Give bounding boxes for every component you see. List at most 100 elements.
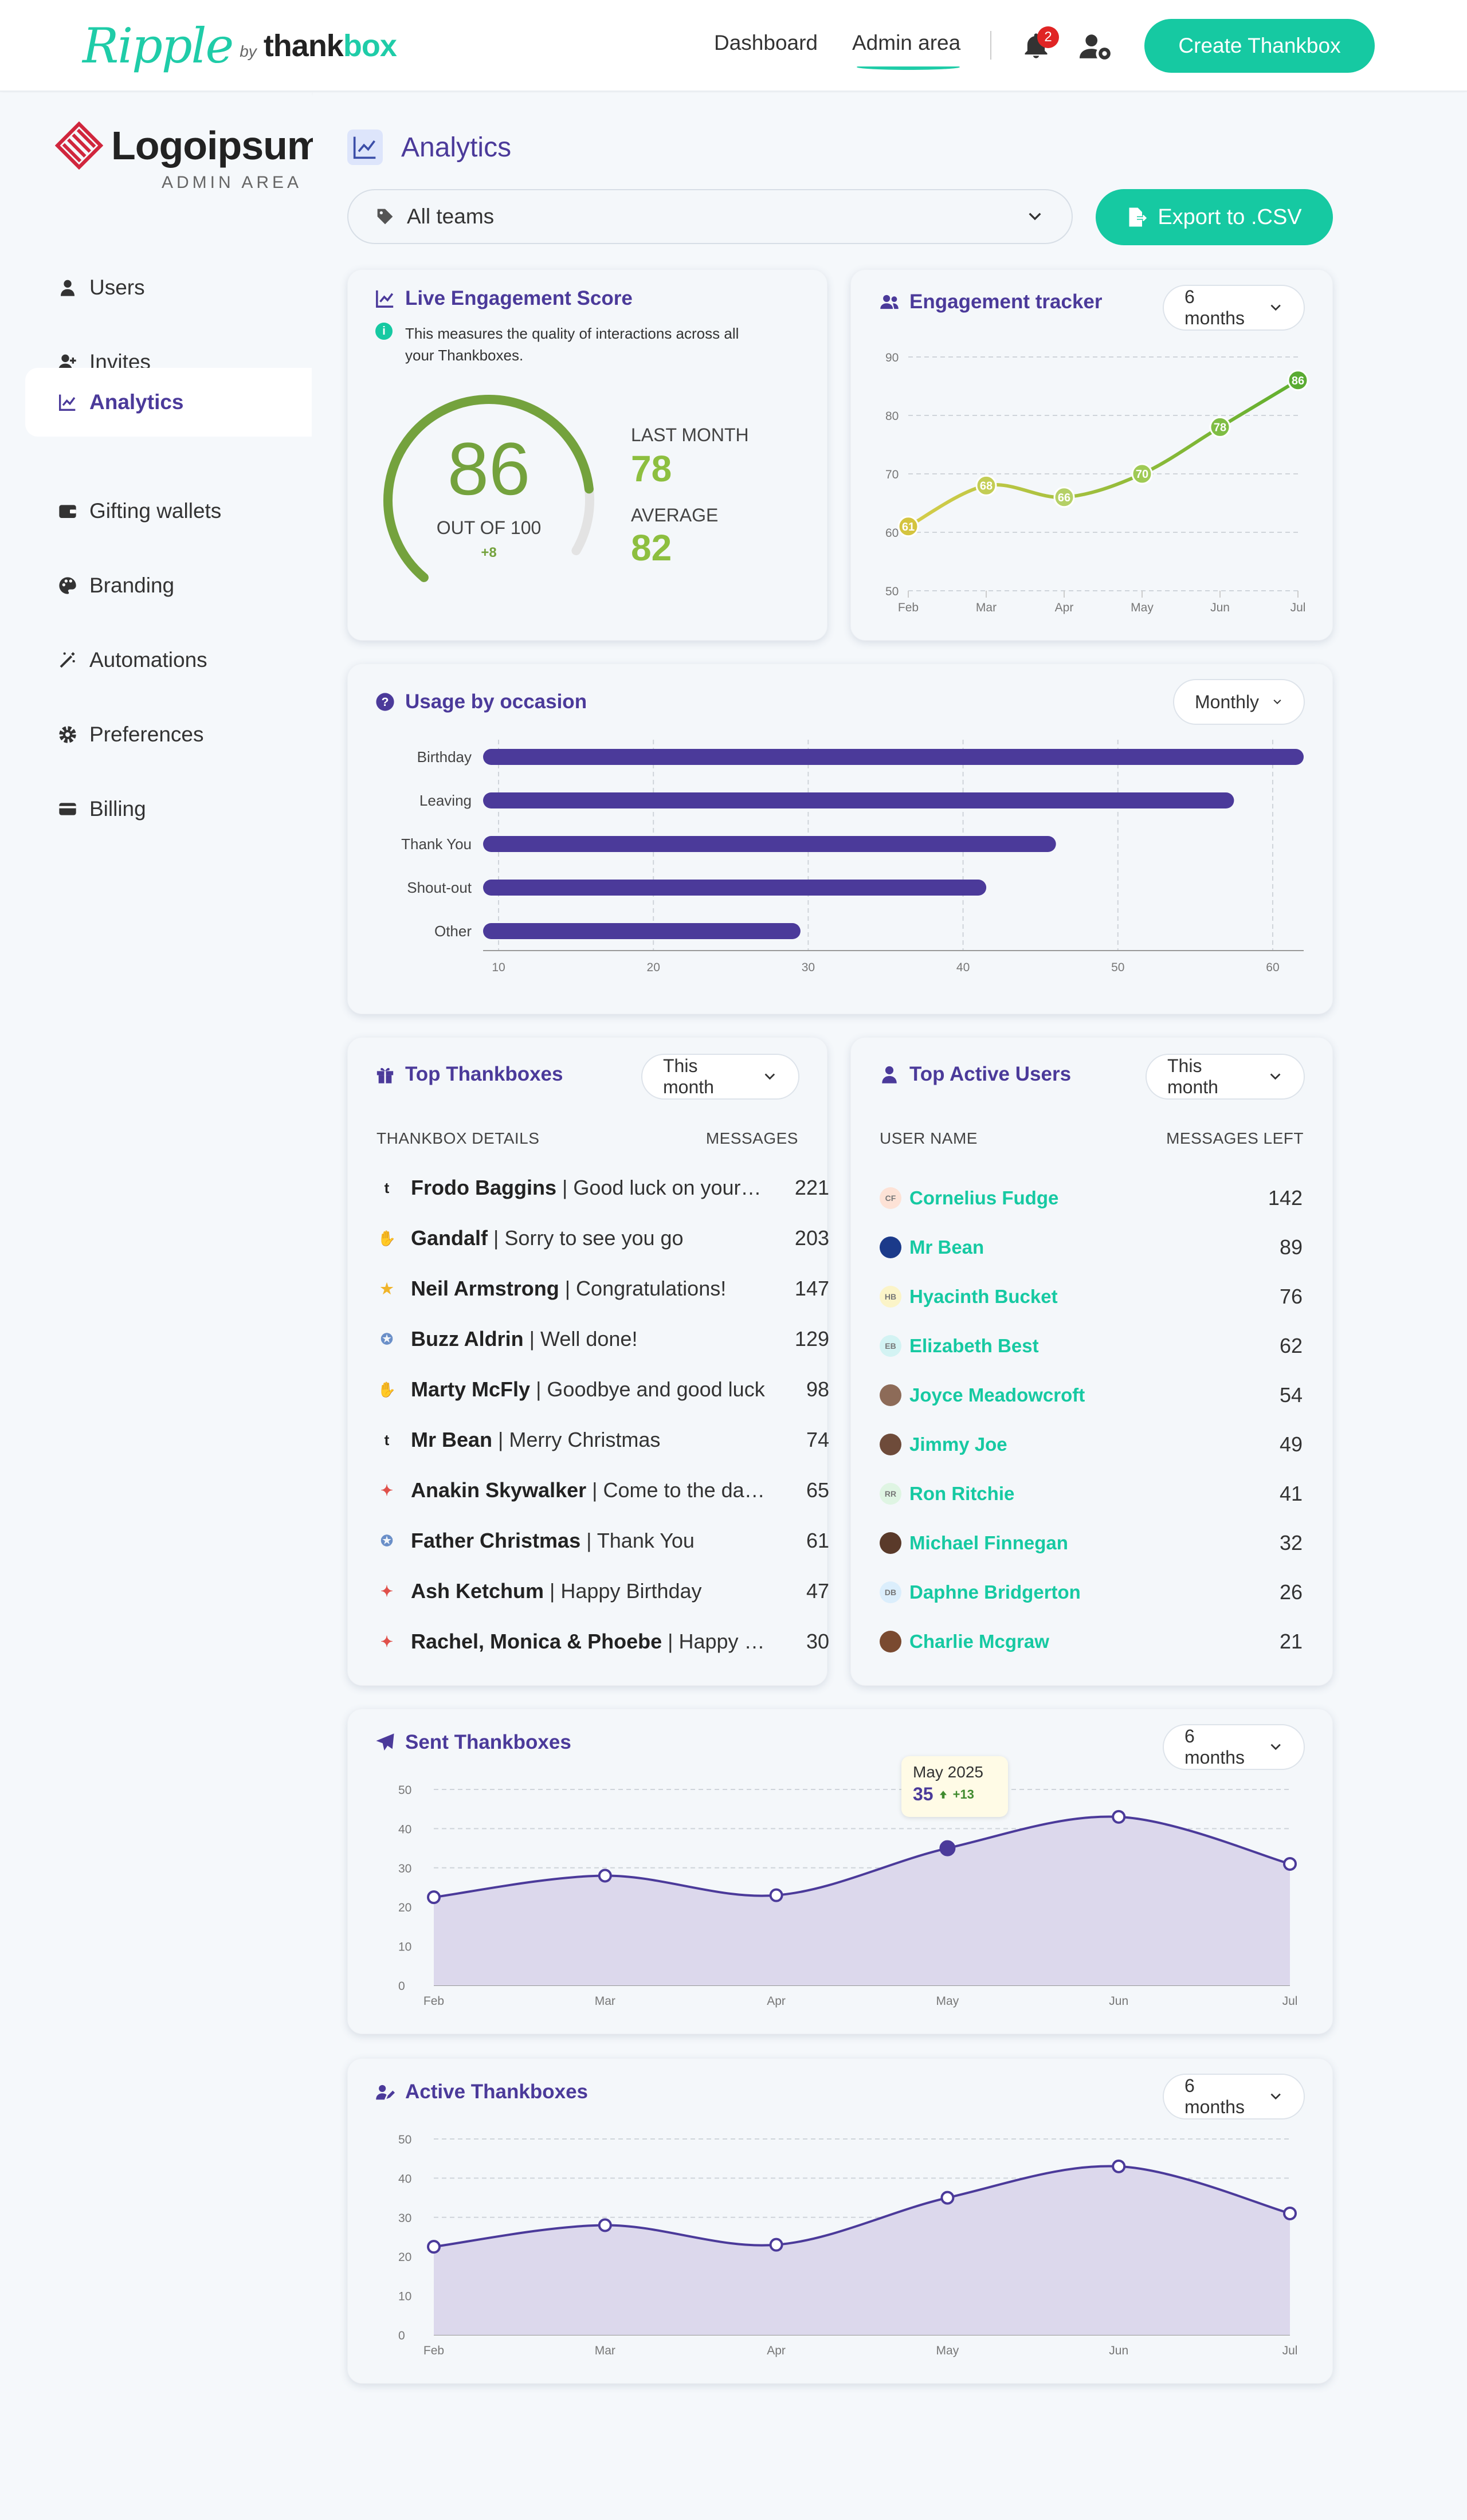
brand-thankbox: thankbox <box>264 28 397 64</box>
table-row[interactable]: ✦ Ash Ketchum | Happy Birthday 47 <box>376 1568 829 1614</box>
x-tick-label: 60 <box>1266 961 1279 974</box>
table-row[interactable]: ✪ Father Christmas | Thank You 61 <box>376 1518 829 1564</box>
sidebar-item-users[interactable]: Users <box>25 253 312 322</box>
data-point <box>1053 486 1075 508</box>
table-row[interactable]: ★ Neil Armstrong | Congratulations! 147 <box>376 1266 829 1312</box>
nav-admin-area[interactable]: Admin area <box>852 31 961 54</box>
thankbox-details: Gandalf | Sorry to see you go <box>411 1226 766 1250</box>
table-row[interactable]: HB Hyacinth Bucket 76 <box>880 1274 1303 1320</box>
message-count: 65 <box>806 1478 829 1502</box>
messages-left-count: 41 <box>1279 1482 1303 1505</box>
table-row[interactable]: Mr Bean 89 <box>880 1224 1303 1270</box>
user-name-link[interactable]: Cornelius Fudge <box>909 1187 1059 1208</box>
table-row[interactable]: ✪ Buzz Aldrin | Well done! 129 <box>376 1316 829 1362</box>
nav-divider <box>990 31 991 60</box>
engagement-tracker-chart: 50 60 70 80 90 Feb Mar Apr May Jun Jul 61 68 66 70 78 86 <box>885 351 1309 614</box>
sidebar-item-label: Automations <box>89 648 207 672</box>
y-tick-label: 0 <box>398 2329 405 2342</box>
table-row[interactable]: EB Elizabeth Best 62 <box>880 1323 1303 1369</box>
table-row[interactable]: Charlie Mcgraw 21 <box>880 1619 1303 1665</box>
y-tick-label: 20 <box>398 1901 411 1914</box>
table-row[interactable]: DB Daphne Bridgerton 26 <box>880 1569 1303 1615</box>
sidebar-item-label: Analytics <box>89 390 184 414</box>
y-tick-label: 60 <box>885 527 899 540</box>
average-label: AVERAGE <box>631 505 719 525</box>
user-edit-icon <box>376 2085 395 2100</box>
sidebar-item-preferences[interactable]: Preferences <box>25 700 312 769</box>
x-tick-label: Feb <box>423 2344 444 2357</box>
thankbox-description: | Sorry to see you go <box>488 1226 684 1250</box>
message-count: 61 <box>806 1529 829 1552</box>
y-tick-label: 20 <box>398 2251 411 2264</box>
data-point <box>1287 370 1309 391</box>
sidebar-item-branding[interactable]: Branding <box>25 551 312 620</box>
active-nav-underline <box>857 64 960 70</box>
sidebar-item-label: Users <box>89 276 145 299</box>
engagement-info-text: This measures the quality of interaction… <box>405 323 806 366</box>
period-select[interactable]: 6 months <box>1163 285 1305 331</box>
party-popper-icon: ✦ <box>381 1632 393 1650</box>
sidebar-item-label: Preferences <box>89 723 204 746</box>
usage-by-occasion-chart: 10 20 30 40 50 60 Birthday Leaving Thank You Shou… <box>401 740 1304 974</box>
y-tick-label: 40 <box>398 1823 411 1836</box>
ripple-thankbox-logo[interactable]: Ripple by thankbox <box>83 17 397 74</box>
table-row[interactable]: Michael Finnegan 32 <box>880 1520 1303 1566</box>
table-row[interactable]: t Frodo Baggins | Good luck on your journ… <box>376 1165 829 1211</box>
table-row[interactable]: ✋ Gandalf | Sorry to see you go 203 <box>376 1215 829 1261</box>
user-settings-icon[interactable] <box>1080 32 1113 61</box>
user-name-link[interactable]: Joyce Meadowcroft <box>909 1384 1085 1406</box>
sidebar-item-automations[interactable]: Automations <box>25 626 312 694</box>
table-row[interactable]: RR Ron Ritchie 41 <box>880 1471 1303 1517</box>
period-select[interactable]: This month <box>641 1054 799 1100</box>
period-select[interactable]: 6 months <box>1163 1724 1305 1770</box>
table-row[interactable]: Jimmy Joe 49 <box>880 1422 1303 1467</box>
nav-dashboard[interactable]: Dashboard <box>714 31 818 54</box>
x-tick-label: May <box>936 1995 959 2008</box>
bar <box>483 749 1304 765</box>
user-name-link[interactable]: Daphne Bridgerton <box>909 1581 1081 1603</box>
user-name-link[interactable]: Ron Ritchie <box>909 1483 1015 1504</box>
message-count: 74 <box>806 1428 829 1451</box>
data-label: 66 <box>1058 492 1070 504</box>
table-row[interactable]: CF Cornelius Fudge 142 <box>880 1175 1303 1221</box>
create-thankbox-button[interactable]: Create Thankbox <box>1144 19 1375 73</box>
table-row[interactable]: t Mr Bean | Merry Christmas 74 <box>376 1417 829 1463</box>
data-point <box>769 2238 783 2252</box>
card-title: Sent Thankboxes <box>375 1731 571 1754</box>
thankbox-recipient: Father Christmas <box>411 1529 581 1552</box>
thankbox-details: Buzz Aldrin | Well done! <box>411 1327 766 1351</box>
user-name-link[interactable]: Mr Bean <box>909 1237 984 1258</box>
user-name-link[interactable]: Michael Finnegan <box>909 1532 1068 1553</box>
table-row[interactable]: ✦ Rachel, Monica & Phoebe | Happy holiday… <box>376 1619 829 1665</box>
table-row[interactable]: Joyce Meadowcroft 54 <box>880 1372 1303 1418</box>
thankbox-description: | Goodbye and good luck <box>530 1377 765 1401</box>
period-select[interactable]: This month <box>1146 1054 1305 1100</box>
period-select[interactable]: Monthly <box>1173 679 1305 725</box>
table-row[interactable]: ✋ Marty McFly | Goodbye and good luck 98 <box>376 1367 829 1412</box>
data-label: 86 <box>1292 375 1304 387</box>
x-tick-label: Feb <box>898 601 919 614</box>
sidebar-item-billing[interactable]: Billing <box>25 775 312 843</box>
x-tick-label: 40 <box>956 961 970 974</box>
team-filter-select[interactable]: All teams <box>347 189 1073 244</box>
period-select[interactable]: 6 months <box>1163 2074 1305 2119</box>
user-name-link[interactable]: Jimmy Joe <box>909 1434 1007 1455</box>
sidebar-item-analytics[interactable]: Analytics <box>25 368 312 437</box>
sidebar-item-label: Branding <box>89 574 175 597</box>
user-name-link[interactable]: Charlie Mcgraw <box>909 1631 1049 1652</box>
thankbox-recipient: Neil Armstrong <box>411 1277 559 1300</box>
card-title-text: Live Engagement Score <box>405 287 633 309</box>
user-name-link[interactable]: Elizabeth Best <box>909 1335 1039 1356</box>
export-csv-button[interactable]: Export to .CSV <box>1096 189 1333 245</box>
avatar-initials: CF <box>885 1194 896 1203</box>
user-name-link[interactable]: Hyacinth Bucket <box>909 1286 1058 1307</box>
x-tick-label: Mar <box>595 2344 615 2357</box>
y-tick-label: 50 <box>885 585 899 598</box>
table-row[interactable]: ✦ Anakin Skywalker | Come to the dark sid… <box>376 1467 829 1513</box>
sidebar-item-gifting-wallets[interactable]: Gifting wallets <box>25 477 312 545</box>
thankbox-recipient: Gandalf <box>411 1226 488 1250</box>
thankbox-recipient: Rachel, Monica & Phoebe <box>411 1630 662 1653</box>
thankbox-details: Marty McFly | Goodbye and good luck <box>411 1377 766 1402</box>
thankbox-recipient: Ash Ketchum <box>411 1579 544 1603</box>
period-value: This month <box>1167 1055 1218 1097</box>
